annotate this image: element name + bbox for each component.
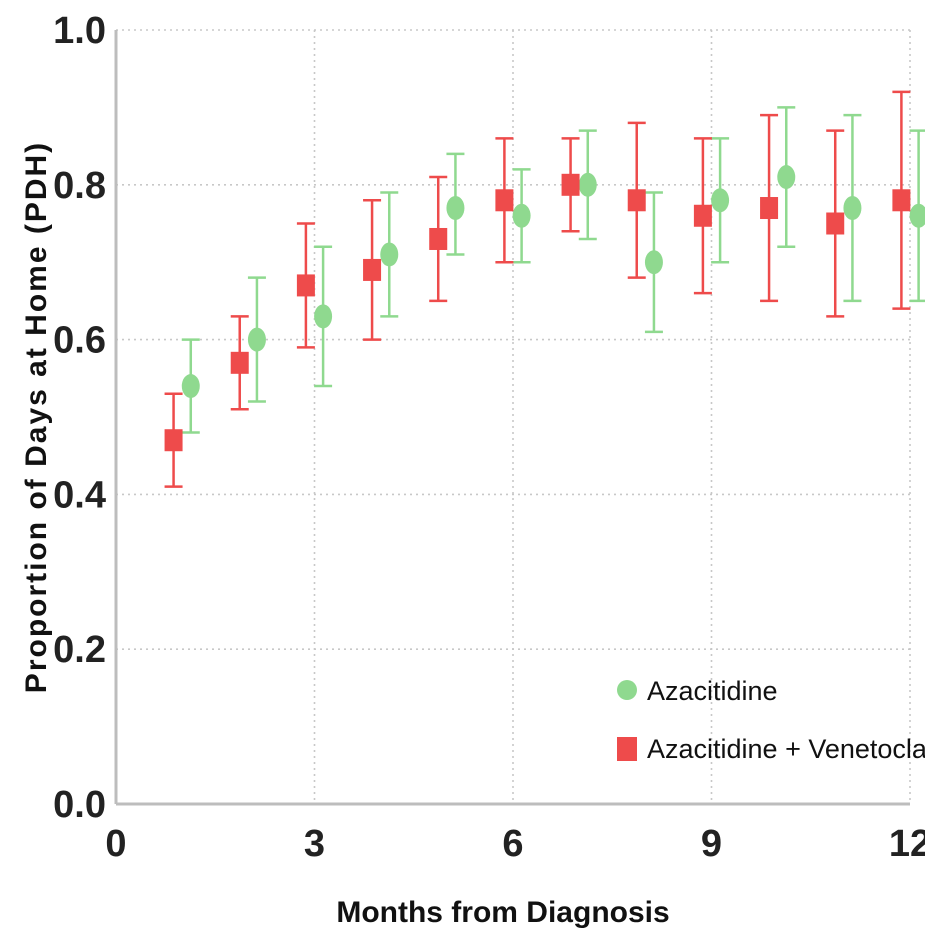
point-azacitidine-venetoclax bbox=[495, 189, 514, 212]
point-azacitidine bbox=[909, 203, 925, 228]
x-tick-label: 12 bbox=[889, 823, 925, 865]
point-azacitidine bbox=[777, 165, 796, 190]
point-azacitidine bbox=[380, 242, 399, 267]
x-tick-label: 6 bbox=[502, 823, 523, 865]
legend-label-azacitidine-venetoclax: Azacitidine + Venetoclax bbox=[647, 734, 925, 764]
point-azacitidine bbox=[512, 203, 531, 228]
point-azacitidine-venetoclax bbox=[760, 197, 779, 220]
x-axis-title: Months from Diagnosis bbox=[336, 896, 669, 929]
y-tick-label: 1.0 bbox=[53, 10, 106, 52]
y-tick-label: 0.4 bbox=[53, 474, 106, 516]
x-tick-label: 9 bbox=[701, 823, 722, 865]
legend: Azacitidine Azacitidine + Venetoclax bbox=[617, 676, 925, 764]
point-azacitidine-venetoclax bbox=[892, 189, 911, 212]
point-azacitidine-venetoclax bbox=[561, 173, 580, 196]
x-tick-label: 3 bbox=[304, 823, 325, 865]
point-azacitidine-venetoclax bbox=[363, 258, 382, 281]
point-azacitidine bbox=[446, 196, 465, 221]
axes bbox=[114, 30, 910, 806]
point-azacitidine-venetoclax bbox=[429, 227, 448, 250]
y-tick-label: 0.2 bbox=[53, 629, 106, 671]
point-azacitidine bbox=[644, 250, 663, 275]
legend-marker-azacitidine-venetoclax bbox=[617, 737, 637, 761]
y-tick-label: 0.6 bbox=[53, 320, 106, 362]
y-tick-label: 0.8 bbox=[53, 165, 106, 207]
point-azacitidine-venetoclax bbox=[627, 189, 646, 212]
y-tick-label: 0.0 bbox=[53, 784, 106, 826]
point-azacitidine-venetoclax bbox=[230, 351, 249, 374]
tick-labels: 0.0 0.2 0.4 0.6 0.8 1.0 0 3 6 9 12 bbox=[53, 10, 925, 865]
point-azacitidine bbox=[247, 327, 266, 352]
point-azacitidine bbox=[711, 188, 730, 213]
y-axis-title: Proportion of Days at Home (PDH) bbox=[20, 141, 53, 693]
point-azacitidine bbox=[843, 196, 862, 221]
legend-marker-azacitidine bbox=[617, 680, 637, 700]
point-azacitidine-venetoclax bbox=[296, 274, 315, 297]
point-azacitidine bbox=[181, 374, 200, 399]
grid bbox=[116, 29, 911, 804]
data-markers bbox=[164, 165, 925, 452]
point-azacitidine bbox=[578, 172, 597, 197]
x-tick-label: 0 bbox=[105, 823, 126, 865]
point-azacitidine bbox=[314, 304, 333, 329]
point-azacitidine-venetoclax bbox=[826, 212, 845, 235]
error-bars bbox=[164, 90, 925, 488]
point-azacitidine-venetoclax bbox=[693, 204, 712, 227]
legend-label-azacitidine: Azacitidine bbox=[647, 676, 778, 706]
point-azacitidine-venetoclax bbox=[164, 429, 183, 452]
